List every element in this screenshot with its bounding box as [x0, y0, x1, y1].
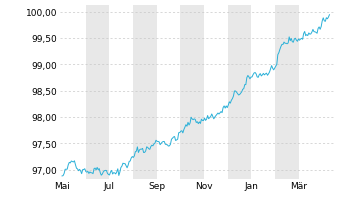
Bar: [180, 6, 204, 179]
Bar: [86, 6, 109, 179]
Bar: [133, 6, 157, 179]
Bar: [228, 6, 251, 179]
Bar: [275, 6, 299, 179]
